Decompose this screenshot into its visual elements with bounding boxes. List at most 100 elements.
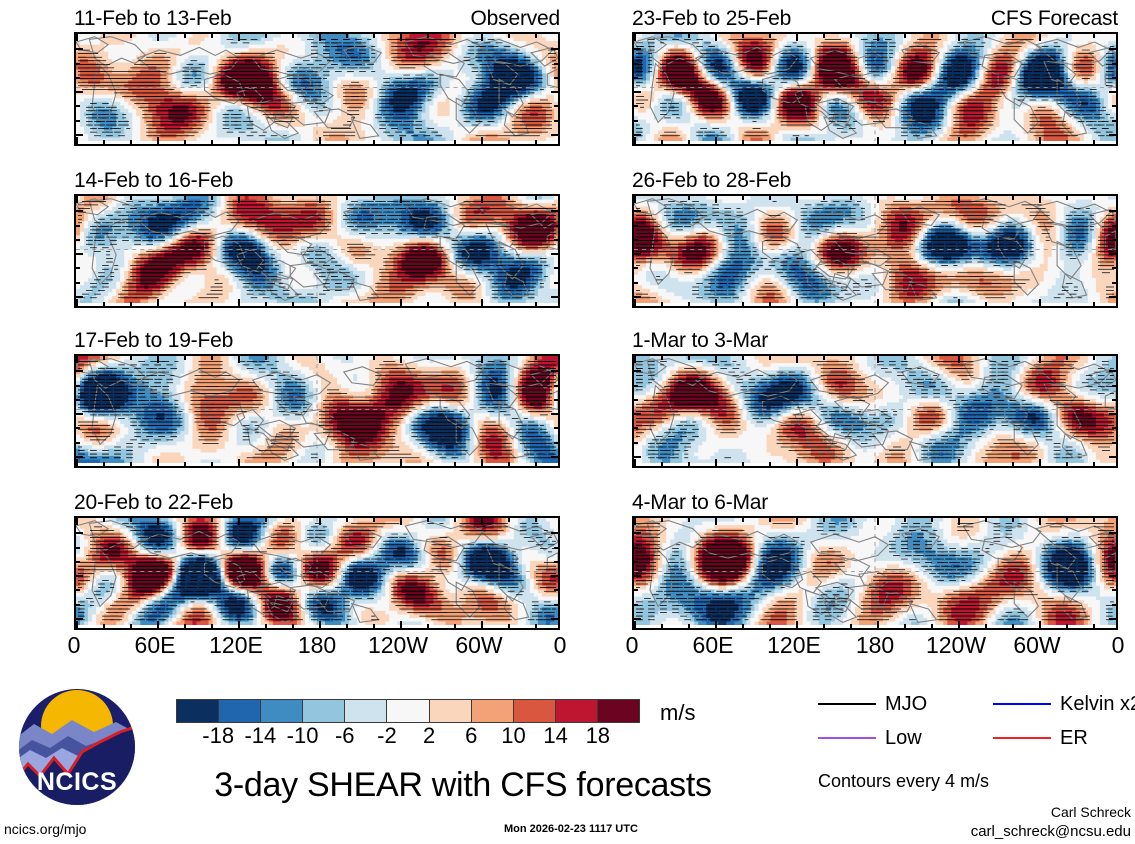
y-tick <box>634 48 641 51</box>
x-tick-minor <box>427 356 429 360</box>
y-tick <box>1109 617 1116 620</box>
y-tick <box>76 575 83 577</box>
map-panel: 23-Feb to 25-Feb CFS Forecast <box>632 8 1118 146</box>
x-tick-minor <box>427 518 429 522</box>
y-tick-minor <box>1112 398 1116 401</box>
y-tick <box>634 370 641 373</box>
y-tick-minor <box>634 76 638 79</box>
x-tick-minor <box>535 518 537 522</box>
x-tick-minor <box>1093 302 1095 306</box>
x-tick <box>481 299 483 306</box>
x-tick-minor <box>535 624 537 628</box>
legend-item-low: Low <box>818 726 922 750</box>
x-tick-minor <box>427 624 429 628</box>
y-tick-minor <box>1112 546 1116 549</box>
y-tick <box>76 48 83 51</box>
x-tick-minor <box>823 302 825 306</box>
x-tick-minor <box>823 356 825 360</box>
panel-plot-area <box>632 32 1118 146</box>
author-email: carl_schreck@ncsu.edu <box>971 824 1131 839</box>
y-tick-minor <box>1112 441 1116 444</box>
y-tick-minor <box>1112 105 1116 108</box>
colorbar-segment <box>597 700 640 722</box>
x-tick <box>157 196 159 203</box>
x-tick <box>157 621 159 628</box>
x-tick <box>634 34 636 41</box>
y-tick <box>76 253 83 255</box>
x-tick-minor <box>130 140 132 144</box>
x-tick-minor <box>1093 356 1095 360</box>
y-tick-minor <box>76 105 80 108</box>
x-tick-minor <box>265 518 267 522</box>
legend-item-mjo: MJO <box>818 692 927 716</box>
x-tick <box>76 621 78 628</box>
map-panel: 11-Feb to 13-Feb Observed <box>74 8 560 146</box>
x-tick-minor <box>1093 624 1095 628</box>
y-tick <box>1109 532 1116 535</box>
x-tick-minor <box>1066 518 1068 522</box>
x-tick-minor <box>1093 196 1095 200</box>
x-axis-label: 120W <box>926 634 986 657</box>
y-tick <box>1109 48 1116 51</box>
x-tick <box>634 196 636 203</box>
x-tick-minor <box>373 302 375 306</box>
x-tick <box>1039 459 1041 466</box>
x-tick <box>796 356 798 363</box>
y-tick-minor <box>634 603 638 606</box>
y-tick <box>76 617 83 620</box>
x-tick-minor <box>850 302 852 306</box>
y-tick <box>1109 295 1116 298</box>
x-tick <box>319 621 321 628</box>
x-tick <box>796 196 798 203</box>
x-tick-minor <box>265 356 267 360</box>
x-tick-minor <box>373 624 375 628</box>
map-panel: 17-Feb to 19-Feb <box>74 330 560 468</box>
x-tick-minor <box>904 624 906 628</box>
x-tick-minor <box>769 462 771 466</box>
x-tick-minor <box>742 196 744 200</box>
x-axis-label: 0 <box>626 634 639 657</box>
x-tick <box>238 196 240 203</box>
x-tick-minor <box>769 624 771 628</box>
y-tick <box>1109 210 1116 213</box>
y-tick-minor <box>1112 119 1116 122</box>
y-tick-minor <box>1112 238 1116 241</box>
x-tick-minor <box>103 302 105 306</box>
colorbar-tick-label: -2 <box>377 725 397 747</box>
x-tick-minor <box>985 624 987 628</box>
x-tick <box>877 518 879 525</box>
x-axis-label: 120W <box>368 634 428 657</box>
figure-title: 3-day SHEAR with CFS forecasts <box>163 768 763 802</box>
y-tick <box>76 91 83 93</box>
x-tick <box>400 196 402 203</box>
x-tick-minor <box>211 34 213 38</box>
y-tick-minor <box>554 560 558 563</box>
x-tick-minor <box>904 140 906 144</box>
y-tick-minor <box>634 238 638 241</box>
legend-label: Low <box>885 728 922 748</box>
x-tick-minor <box>292 140 294 144</box>
colorbar: -18 -14 -10 -6 -2 2 6 10 14 18 <box>176 699 640 747</box>
x-tick <box>1039 518 1041 525</box>
x-tick <box>634 518 636 525</box>
colorbar-segment <box>219 700 262 722</box>
y-tick <box>634 455 641 458</box>
x-tick-minor <box>1012 302 1014 306</box>
x-tick-minor <box>931 196 933 200</box>
y-tick <box>551 575 558 577</box>
x-tick <box>76 137 78 144</box>
x-tick-minor <box>742 302 744 306</box>
x-tick-minor <box>508 356 510 360</box>
x-tick-minor <box>508 462 510 466</box>
x-tick-minor <box>1093 34 1095 38</box>
x-tick-minor <box>346 140 348 144</box>
x-tick-minor <box>688 518 690 522</box>
legend-line-swatch <box>818 703 876 705</box>
shear-anomaly-field <box>634 196 1116 306</box>
y-tick-minor <box>554 589 558 592</box>
y-tick <box>634 532 641 535</box>
legend-line-swatch <box>818 737 876 739</box>
y-tick-minor <box>1112 384 1116 387</box>
x-axis-left: 0 60E 120E 180 120W 60W 0 <box>68 634 567 668</box>
x-tick <box>634 356 636 363</box>
